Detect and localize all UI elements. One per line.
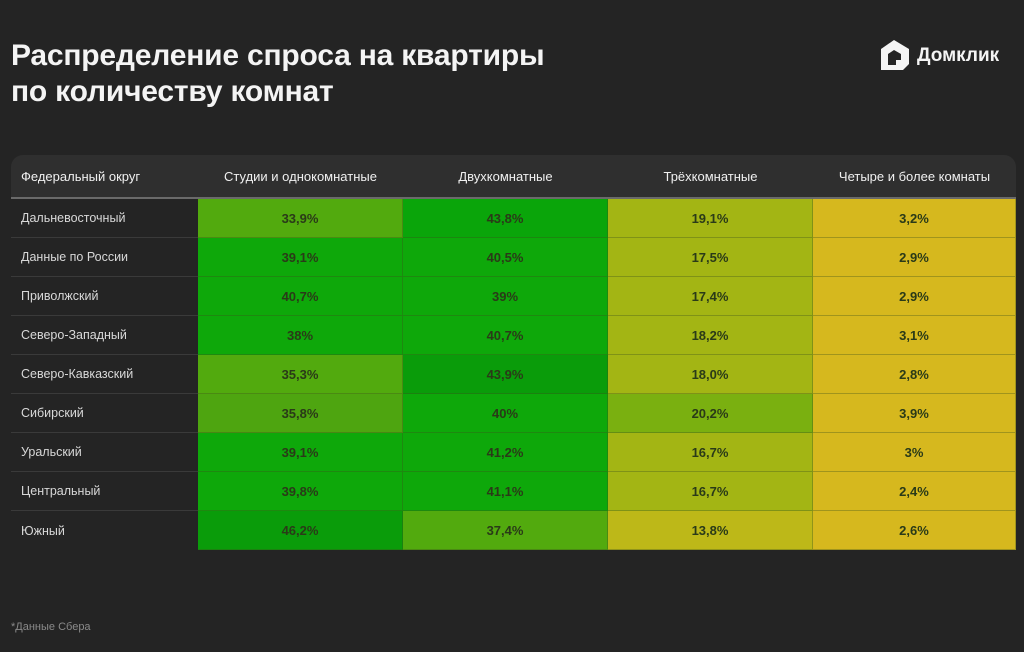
table-row: Данные по России 39,1% 40,5% 17,5% 2,9% (11, 238, 1016, 277)
value-cell: 2,9% (813, 277, 1016, 316)
value-cell: 16,7% (608, 433, 813, 472)
title-line-2: по количеству комнат (11, 75, 334, 108)
value-cell: 46,2% (198, 511, 403, 550)
table-row: Северо-Западный 38% 40,7% 18,2% 3,1% (11, 316, 1016, 355)
value-cell: 17,4% (608, 277, 813, 316)
value-cell: 40,5% (403, 238, 608, 277)
value-cell: 39% (403, 277, 608, 316)
value-cell: 33,9% (198, 199, 403, 238)
column-header-two-room: Двухкомнатные (458, 168, 553, 184)
value-cell: 43,8% (403, 199, 608, 238)
region-label: Уральский (11, 433, 198, 472)
value-cell: 18,0% (608, 355, 813, 394)
title-line-1: Распределение спроса на квартиры (11, 39, 545, 72)
table-row: Южный 46,2% 37,4% 13,8% 2,6% (11, 511, 1016, 550)
region-label: Дальневосточный (11, 199, 198, 238)
column-header-studios: Студии и однокомнатные (224, 168, 377, 184)
value-cell: 43,9% (403, 355, 608, 394)
value-cell: 18,2% (608, 316, 813, 355)
region-label: Южный (21, 523, 65, 538)
column-header-region: Федеральный округ (21, 168, 141, 184)
value-cell: 39,1% (198, 238, 403, 277)
domclick-logo: Домклик (877, 38, 999, 74)
region-label: Центральный (11, 472, 198, 511)
column-header-three-room: Трёхкомнатные (663, 168, 758, 184)
value-cell: 19,1% (608, 199, 813, 238)
footnote: *Данные Сбера (11, 621, 91, 633)
value-cell: 35,3% (198, 355, 403, 394)
column-header-four-plus: Четыре и более комнаты (838, 168, 991, 184)
table-row: Сибирский 35,8% 40% 20,2% 3,9% (11, 394, 1016, 433)
value-cell: 40,7% (198, 277, 403, 316)
value-cell: 39,1% (198, 433, 403, 472)
table-row: Центральный 39,8% 41,1% 16,7% 2,4% (11, 472, 1016, 511)
value-cell: 2,6% (813, 511, 1016, 550)
value-cell: 39,8% (198, 472, 403, 511)
table-row: Дальневосточный 33,9% 43,8% 19,1% 3,2% (11, 199, 1016, 238)
region-label: Данные по России (11, 238, 198, 277)
table-header: Федеральный округ Студии и однокомнатные… (11, 155, 1016, 199)
value-cell: 2,9% (813, 238, 1016, 277)
value-cell: 3,2% (813, 199, 1016, 238)
table-row: Северо-Кавказский 35,3% 43,9% 18,0% 2,8% (11, 355, 1016, 394)
value-cell: 2,8% (813, 355, 1016, 394)
value-cell: 3% (813, 433, 1016, 472)
value-cell: 37,4% (403, 511, 608, 550)
value-cell: 3,1% (813, 316, 1016, 355)
value-cell: 2,4% (813, 472, 1016, 511)
value-cell: 41,1% (403, 472, 608, 511)
table-row: Приволжский 40,7% 39% 17,4% 2,9% (11, 277, 1016, 316)
value-cell: 13,8% (608, 511, 813, 550)
region-label: Северо-Кавказский (11, 355, 198, 394)
table-body: Дальневосточный 33,9% 43,8% 19,1% 3,2% Данные… (11, 199, 1016, 550)
value-cell: 17,5% (608, 238, 813, 277)
logo-text: Домклик (917, 45, 1000, 66)
region-label: Северо-Западный (11, 316, 198, 355)
value-cell: 41,2% (403, 433, 608, 472)
value-cell: 3,9% (813, 394, 1016, 433)
table-row: Уральский 39,1% 41,2% 16,7% 3% (11, 433, 1016, 472)
home-icon (881, 40, 909, 70)
region-label: Сибирский (11, 394, 198, 433)
region-label: Приволжский (11, 277, 198, 316)
value-cell: 35,8% (198, 394, 403, 433)
page-title: Распределение спроса на квартиры по коли… (11, 38, 545, 110)
value-cell: 40% (403, 394, 608, 433)
value-cell: 20,2% (608, 394, 813, 433)
demand-table: Федеральный округ Студии и однокомнатные… (11, 155, 1016, 550)
value-cell: 40,7% (403, 316, 608, 355)
value-cell: 16,7% (608, 472, 813, 511)
value-cell: 38% (198, 316, 403, 355)
